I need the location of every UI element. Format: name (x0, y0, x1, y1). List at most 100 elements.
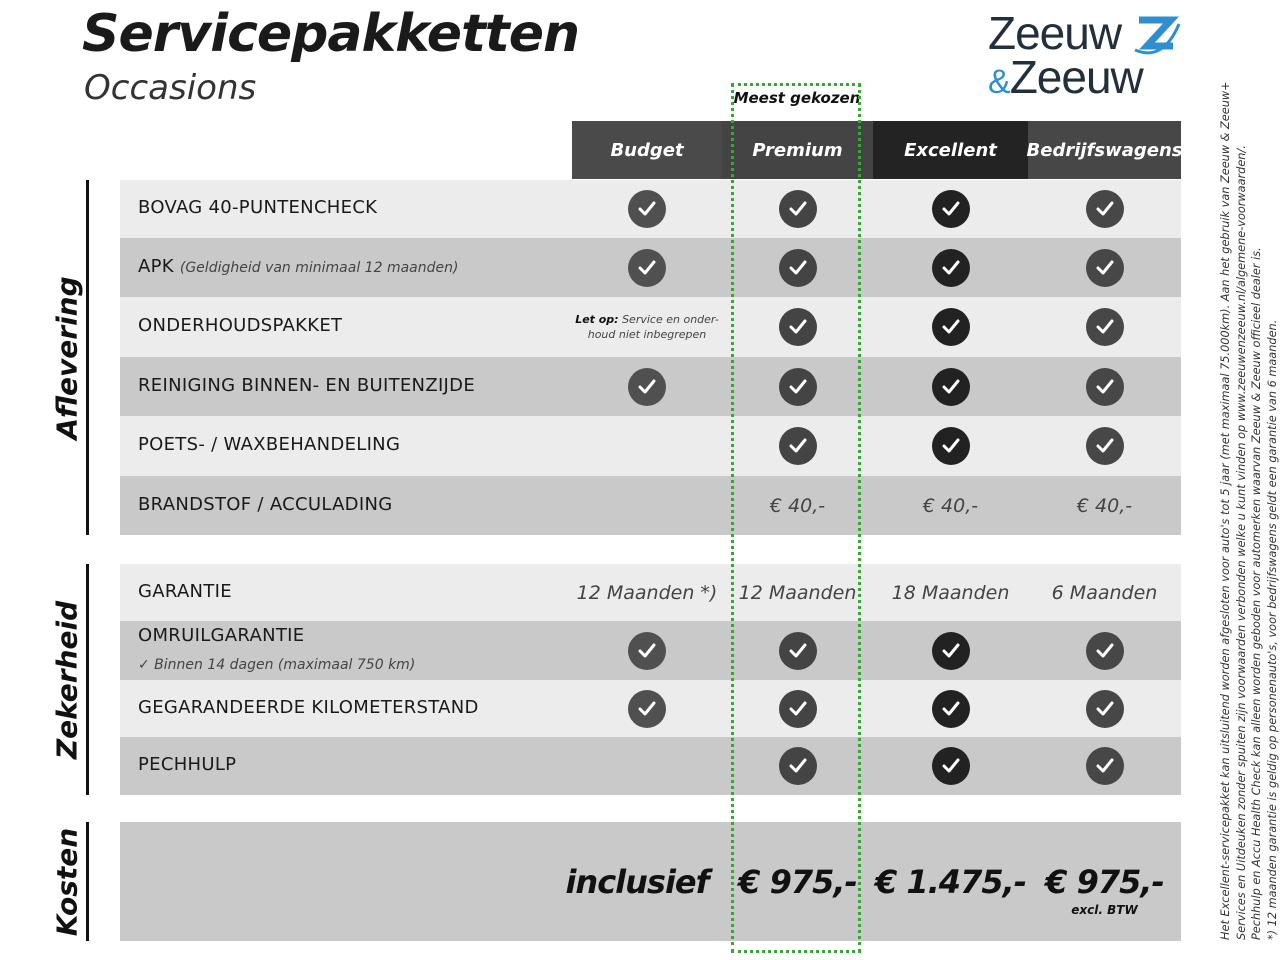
check-icon (778, 190, 817, 228)
table-row: BRANDSTOF / ACCULADING € 40,- € 40,- € 40,- (120, 476, 1181, 535)
page-subtitle: Occasions (84, 68, 257, 108)
cell-premium (722, 737, 873, 795)
row-label-text: BRANDSTOF / ACCULADING (138, 493, 393, 515)
cell-excellent (873, 357, 1028, 416)
price-budget: inclusief (562, 822, 712, 941)
cell-bedrijfswagens (1028, 416, 1181, 476)
price-row: inclusief € 975,- € 1.475,- € 975,- excl. BT… (120, 822, 1181, 941)
check-icon (1085, 190, 1124, 228)
cell-value: € 40,- (769, 494, 826, 517)
price-excellent: € 1.475,- (873, 822, 1028, 941)
cell-bedrijfswagens (1028, 737, 1181, 795)
cell-excellent (873, 180, 1028, 238)
section-label-kosten: Kosten (50, 827, 83, 936)
price-value: € 1.475,- (874, 862, 1027, 901)
section-divider-line (86, 822, 89, 941)
row-label-text: GEGARANDEERDE KILOMETERSTAND (138, 696, 479, 718)
check-icon (1085, 427, 1124, 465)
cell-premium (722, 357, 873, 416)
cell-premium (722, 238, 873, 297)
row-label: OMRUILGARANTIE (138, 625, 304, 646)
cell-budget (572, 476, 722, 535)
row-label: BRANDSTOF / ACCULADING (138, 494, 392, 515)
check-icon (778, 631, 817, 670)
check-icon (778, 308, 817, 346)
cell-excellent (873, 416, 1028, 476)
table-row: POETS- / WAXBEHANDELING (120, 416, 1181, 476)
cell-budget: Let op: Service en onder-houd niet inbeg… (572, 297, 722, 357)
table-row: ONDERHOUDSPAKKET Let op: Service en onder… (120, 297, 1181, 357)
check-icon (628, 367, 666, 406)
cell-value: 6 Maanden (1051, 581, 1158, 604)
row-label-text: APK (138, 255, 174, 277)
cell-bedrijfswagens (1028, 238, 1181, 297)
check-icon (778, 747, 817, 785)
cell-value: 18 Maanden (891, 581, 1010, 604)
table-row: PECHHULP (120, 737, 1181, 795)
row-label-text: REINIGING BINNEN- EN BUITENZIJDE (138, 374, 476, 396)
row-label: REINIGING BINNEN- EN BUITENZIJDE (138, 375, 475, 396)
check-icon (931, 631, 970, 670)
row-label: GARANTIE (138, 581, 232, 602)
column-header-premium: Premium (722, 121, 873, 179)
row-label-text: BOVAG 40-PUNTENCHECK (138, 197, 378, 218)
table-row: APK (Geldigheid van minimaal 12 maanden) (120, 238, 1181, 297)
price-bedrijfswagens: € 975,- excl. BTW (1028, 822, 1181, 941)
cell-excellent (873, 737, 1028, 795)
section-label-aflevering: Aflevering (50, 275, 83, 440)
note-line2: houd niet inbegrepen (587, 328, 707, 341)
check-icon (1085, 631, 1124, 670)
cell-bedrijfswagens: 6 Maanden (1028, 564, 1181, 621)
cell-budget (572, 621, 722, 680)
check-icon (628, 631, 666, 670)
row-label-text: ONDERHOUDSPAKKET (138, 315, 343, 336)
row-label: POETS- / WAXBEHANDELING (138, 434, 400, 455)
check-icon (778, 427, 817, 465)
section-divider-line (86, 180, 89, 535)
cell-budget (572, 416, 722, 476)
cell-premium (722, 416, 873, 476)
check-icon (1085, 367, 1124, 406)
cell-bedrijfswagens (1028, 357, 1181, 416)
cell-excellent (873, 680, 1028, 737)
cell-budget (572, 238, 722, 297)
cell-excellent: 18 Maanden (873, 564, 1028, 621)
row-label-text: PECHHULP (138, 754, 237, 775)
cell-excellent (873, 297, 1028, 357)
check-icon (778, 367, 817, 406)
note-line1: Service en onder- (622, 313, 719, 326)
row-label-text: GARANTIE (138, 580, 232, 602)
cell-excellent (873, 621, 1028, 680)
column-header-bedrijfswagens: Bedrijfswagens (1027, 121, 1183, 179)
cell-premium: 12 Maanden (722, 564, 873, 621)
section-divider-line (86, 564, 89, 795)
table-row: GARANTIE 12 Maanden *) 12 Maanden 18 Maande… (120, 564, 1181, 621)
check-icon (931, 367, 970, 406)
table-row: GEGARANDEERDE KILOMETERSTAND (120, 680, 1181, 737)
row-label: PECHHULP (138, 754, 236, 775)
section-label-zekerheid: Zekerheid (50, 600, 83, 759)
price-value: inclusief (565, 862, 709, 901)
cell-budget (572, 357, 722, 416)
table-row: BOVAG 40-PUNTENCHECK (120, 180, 1181, 238)
check-icon (628, 190, 666, 228)
check-icon (778, 248, 817, 287)
cell-bedrijfswagens (1028, 297, 1181, 357)
check-icon (778, 689, 817, 728)
check-icon (931, 689, 970, 728)
check-icon (1085, 689, 1124, 728)
check-icon (1085, 747, 1124, 785)
cell-premium (722, 680, 873, 737)
cell-bedrijfswagens (1028, 180, 1181, 238)
row-label-text: OMRUILGARANTIE (138, 625, 305, 646)
row-sub-note: ✓ Binnen 14 dagen (maximaal 750 km) (138, 657, 416, 673)
footnotes: Het Excellent-servicepakket kan uitsluit… (1219, 81, 1279, 940)
check-icon (628, 248, 666, 287)
cell-value: 12 Maanden (738, 581, 857, 604)
zeeuw-zeeuw-logo: Zeeuw &Zeeuw (988, 6, 1188, 106)
note-bold: Let op: (575, 313, 619, 326)
cell-premium (722, 621, 873, 680)
row-label: ONDERHOUDSPAKKET (138, 315, 342, 336)
cell-budget (572, 180, 722, 238)
row-label: BOVAG 40-PUNTENCHECK (138, 197, 377, 218)
